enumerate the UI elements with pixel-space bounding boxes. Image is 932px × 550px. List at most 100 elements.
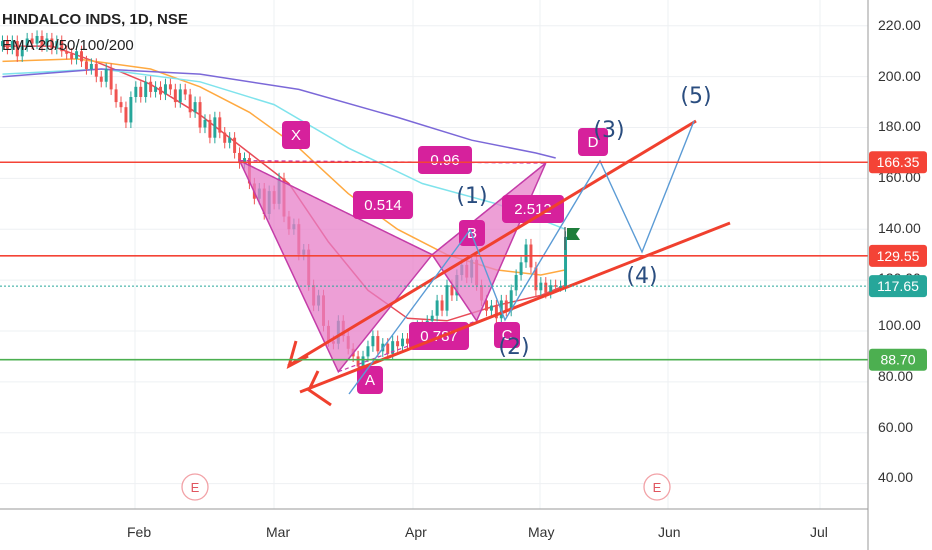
y-tick: 220.00 bbox=[878, 17, 921, 33]
candle bbox=[94, 63, 98, 77]
point-a-label-text: A bbox=[365, 372, 375, 389]
point-c-label: C bbox=[494, 322, 520, 348]
point-a-label-bg bbox=[357, 366, 383, 394]
price-tags: 166.35 129.55 117.65 88.70 bbox=[869, 151, 927, 371]
candle bbox=[30, 38, 34, 44]
candle bbox=[114, 89, 118, 103]
candle bbox=[89, 63, 93, 70]
y-tick: 40.00 bbox=[878, 469, 913, 485]
ratio-xad-text: 0.96 bbox=[430, 152, 459, 169]
candle bbox=[371, 336, 375, 347]
candle bbox=[396, 341, 400, 347]
x-tick: Feb bbox=[127, 524, 151, 540]
earnings-letter: E bbox=[653, 480, 662, 495]
candle bbox=[154, 86, 158, 92]
wave-label-4: (4) bbox=[626, 264, 657, 289]
x-tick: Mar bbox=[266, 524, 290, 540]
point-d-label: D bbox=[578, 128, 608, 156]
candle bbox=[223, 132, 227, 143]
earnings-circle bbox=[643, 473, 671, 501]
point-a-label: A bbox=[357, 366, 383, 394]
candle bbox=[386, 343, 390, 354]
point-x-label-bg bbox=[282, 121, 310, 149]
wave-label-5: (5) bbox=[680, 84, 711, 109]
point-b-label: B bbox=[459, 220, 485, 246]
x-tick: Jun bbox=[658, 524, 681, 540]
flag-icon bbox=[567, 228, 580, 240]
price-tag: 129.55 bbox=[869, 244, 927, 267]
candle bbox=[524, 244, 528, 263]
pattern-diagonal bbox=[239, 160, 433, 256]
candle bbox=[119, 102, 123, 108]
candle bbox=[144, 81, 148, 98]
candle bbox=[544, 282, 548, 293]
candle bbox=[178, 89, 182, 103]
candle bbox=[208, 119, 212, 138]
candle bbox=[559, 286, 563, 288]
ratio-xad-bg bbox=[418, 146, 472, 174]
candle bbox=[243, 158, 246, 164]
ratio-bcd-bg bbox=[502, 195, 564, 223]
candle bbox=[124, 107, 128, 123]
candle bbox=[99, 76, 103, 82]
candle bbox=[233, 137, 237, 153]
candle bbox=[504, 300, 508, 311]
wave-label-2: (2) bbox=[498, 335, 529, 360]
candle bbox=[391, 341, 395, 354]
candle bbox=[489, 305, 493, 311]
candle bbox=[450, 285, 454, 296]
candle bbox=[549, 285, 553, 293]
wave-label-1: (1) bbox=[456, 184, 487, 209]
price-tag-bg bbox=[869, 151, 927, 174]
price-tag-text: 129.55 bbox=[877, 248, 920, 264]
wave-label-3: (3) bbox=[593, 118, 624, 143]
candle bbox=[25, 38, 29, 47]
point-x-label: X bbox=[282, 121, 310, 149]
point-x-label-text: X bbox=[291, 127, 301, 144]
candle bbox=[20, 46, 24, 57]
candle bbox=[554, 285, 558, 287]
candle bbox=[173, 89, 177, 103]
candle bbox=[193, 102, 197, 113]
candle bbox=[519, 262, 523, 276]
ratio-xab-text: 0.514 bbox=[364, 197, 402, 214]
price-tag-bg bbox=[869, 244, 927, 267]
ratio-xab-bg bbox=[353, 191, 413, 219]
ratio-xad: 0.96 bbox=[418, 146, 472, 174]
y-tick: 180.00 bbox=[878, 118, 921, 134]
candle bbox=[35, 35, 39, 44]
candle bbox=[139, 86, 143, 98]
candle bbox=[55, 41, 59, 49]
price-lines bbox=[0, 161, 868, 361]
earnings-letter: E bbox=[191, 480, 200, 495]
candle bbox=[445, 285, 449, 311]
candle bbox=[168, 84, 172, 90]
price-tag-text: 88.70 bbox=[880, 352, 915, 368]
candle bbox=[80, 51, 83, 62]
point-d-label-text: D bbox=[588, 134, 599, 151]
pattern-diagonal bbox=[431, 162, 547, 256]
candle bbox=[60, 41, 64, 52]
candle bbox=[149, 81, 153, 92]
indicator-label[interactable]: EMA 20/50/100/200 bbox=[2, 37, 134, 54]
earnings-circle bbox=[181, 473, 209, 501]
x-tick: May bbox=[528, 524, 554, 540]
elliott-wave-path bbox=[348, 120, 695, 395]
ema200-line bbox=[2, 68, 556, 159]
candle bbox=[238, 152, 242, 164]
time-scale[interactable]: Feb Mar Apr May Jun Jul bbox=[0, 508, 868, 540]
candle bbox=[218, 117, 222, 133]
ema50-line bbox=[2, 58, 566, 276]
candle bbox=[203, 119, 207, 128]
price-scale[interactable]: 220.00 200.00 180.00 160.00 140.00 120.0… bbox=[867, 0, 932, 550]
candle bbox=[440, 300, 444, 311]
candle bbox=[109, 69, 113, 90]
price-tag-text: 166.35 bbox=[877, 154, 920, 170]
candle bbox=[534, 267, 538, 291]
candle bbox=[45, 38, 49, 47]
candle bbox=[129, 97, 133, 123]
y-tick: 140.00 bbox=[878, 220, 921, 236]
earnings-marker: E bbox=[643, 473, 671, 501]
candle bbox=[366, 346, 370, 357]
